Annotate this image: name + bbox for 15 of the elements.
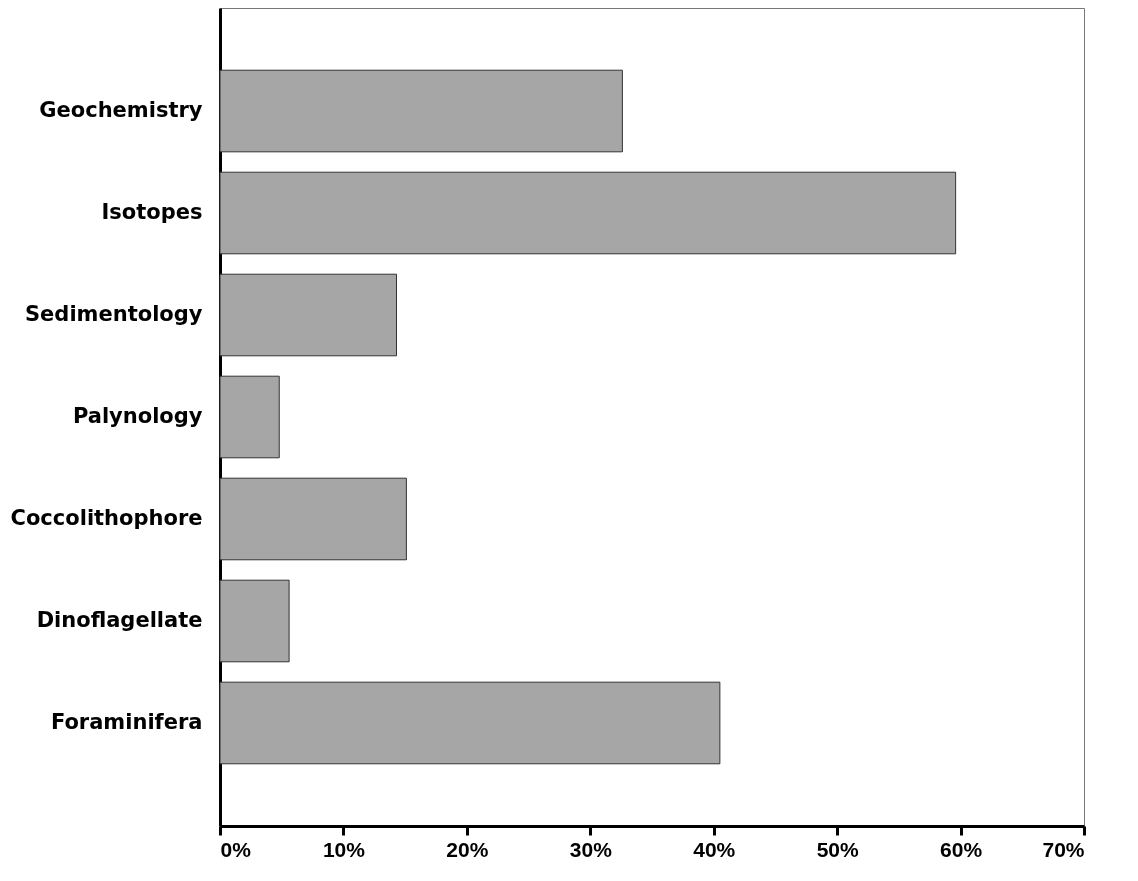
x-tick-label: 70% xyxy=(1042,837,1085,861)
x-tick-label: 60% xyxy=(940,837,983,861)
x-tick-label: 30% xyxy=(569,837,613,861)
y-tick-label: Geochemistry xyxy=(39,98,203,123)
y-tick-label: Dinoflagellate xyxy=(36,607,203,632)
y-tick-label: Isotopes xyxy=(101,200,203,225)
y-tick-label: Coccolithophore xyxy=(10,505,203,530)
y-tick-label: Foraminifera xyxy=(50,709,203,734)
x-tick-label: 0% xyxy=(220,837,252,861)
x-tick-label: 40% xyxy=(693,837,736,861)
x-tick-label: 10% xyxy=(322,837,366,861)
y-tick-label: Palynology xyxy=(72,404,203,428)
y-tick-label: Sedimentology xyxy=(25,302,203,326)
x-tick-label: 20% xyxy=(446,837,489,861)
x-tick-label: 50% xyxy=(816,837,859,861)
